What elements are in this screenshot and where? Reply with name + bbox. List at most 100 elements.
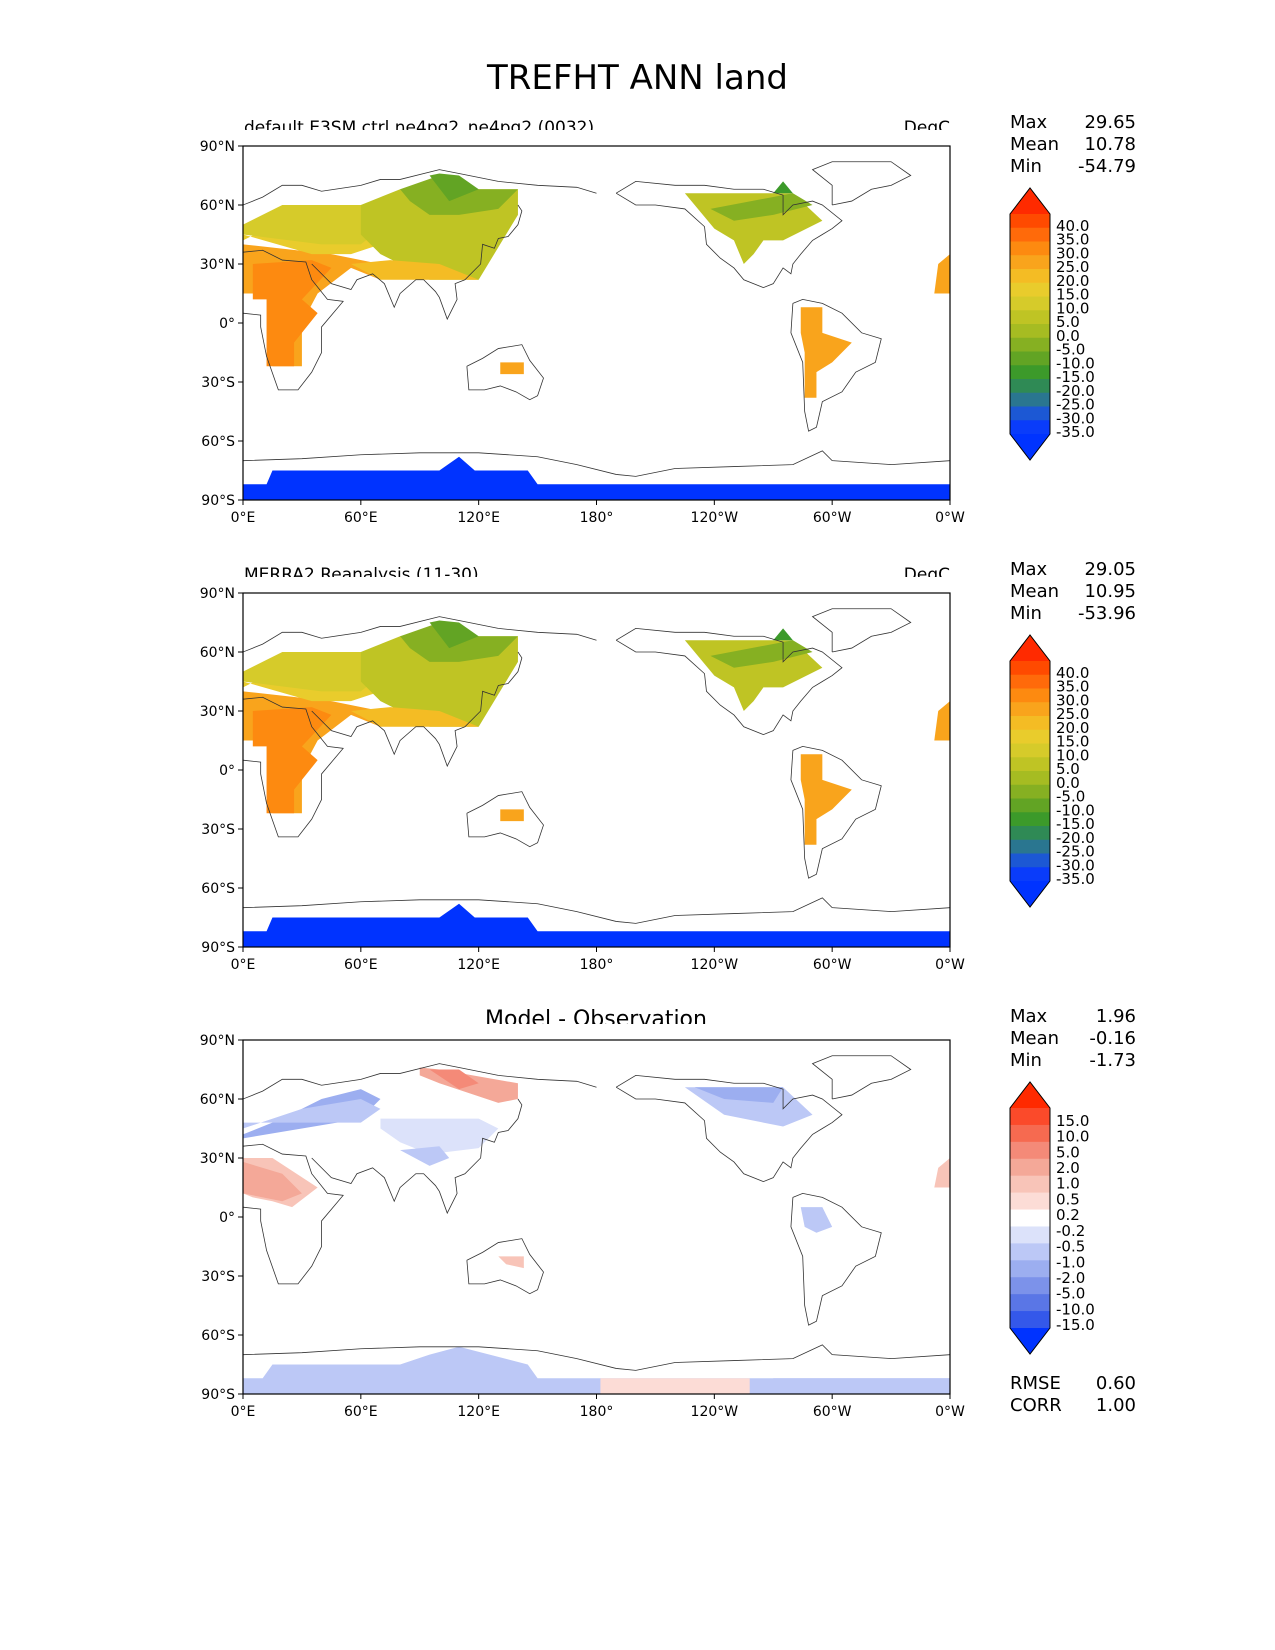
field-region xyxy=(429,173,479,202)
colorbar-tick-label: 35.0 xyxy=(1056,231,1089,249)
coastline xyxy=(243,450,950,477)
field-region xyxy=(694,1087,784,1103)
colorbar-tick-label: 0.0 xyxy=(1056,774,1080,792)
field-region xyxy=(498,1256,524,1269)
field-region xyxy=(500,809,524,822)
colorbar-extend-bottom xyxy=(1010,1328,1050,1354)
colorbar-swatch xyxy=(1010,1124,1050,1143)
y-tick-label: 60°N xyxy=(200,645,235,661)
colorbar-swatch xyxy=(1010,839,1050,854)
colorbar-swatch xyxy=(1010,365,1050,380)
stat-row: RMSE 0.60 xyxy=(1010,1373,1136,1395)
x-tick-label: 180° xyxy=(580,957,614,973)
colorbar-tick-label: 20.0 xyxy=(1056,272,1089,290)
map-field xyxy=(243,608,950,947)
colorbar-extend-top xyxy=(1010,1082,1050,1108)
y-tick-label: 0° xyxy=(219,316,235,332)
stat-value: 10.95 xyxy=(1084,581,1136,602)
stat-row: Max 29.05 xyxy=(1010,559,1136,581)
colorbar-swatch xyxy=(1010,255,1050,270)
stat-row: Min -1.73 xyxy=(1010,1050,1136,1072)
x-tick-label: 180° xyxy=(580,510,614,526)
x-tick-label: 0°W xyxy=(935,957,965,973)
coastline xyxy=(243,1063,597,1119)
x-tick-label: 0°W xyxy=(935,510,965,526)
colorbar-swatch xyxy=(1010,269,1050,284)
field-region xyxy=(360,636,518,727)
stat-row: Min -53.96 xyxy=(1010,603,1136,625)
field-region xyxy=(360,189,518,280)
y-tick-label: 90°S xyxy=(201,940,235,956)
field-region xyxy=(400,1146,450,1166)
coastline xyxy=(311,1098,523,1215)
colorbar-swatch xyxy=(1010,1226,1050,1244)
colorbar-swatch xyxy=(1010,1243,1050,1261)
coastline xyxy=(466,1238,544,1295)
field-region xyxy=(252,260,332,367)
colorbar-swatch xyxy=(1010,310,1050,325)
colorbar-swatch xyxy=(1010,1108,1050,1126)
model-colorbar: 40.035.030.025.020.015.010.05.00.0-5.0-1… xyxy=(1009,187,1095,461)
colorbar-tick-label: 15.0 xyxy=(1056,1112,1089,1130)
colorbar-swatch xyxy=(1010,812,1050,827)
field-region xyxy=(684,1087,813,1127)
colorbar-swatch xyxy=(1010,771,1050,786)
colorbar-tick-label: 25.0 xyxy=(1056,705,1089,723)
y-tick-label: 90°N xyxy=(200,139,235,155)
map-field xyxy=(243,161,950,500)
colorbar-tick-label: 15.0 xyxy=(1056,733,1089,751)
colorbar-extend-bottom xyxy=(1010,434,1050,460)
colorbar-swatch xyxy=(1010,743,1050,758)
coastline xyxy=(243,1344,950,1371)
colorbar-tick-label: -15.0 xyxy=(1056,815,1095,833)
coastline xyxy=(243,169,597,225)
colorbar-tick-label: 0.5 xyxy=(1056,1190,1080,1208)
colorbar-swatch xyxy=(1010,688,1050,703)
field-region xyxy=(243,456,950,500)
colorbar-swatch xyxy=(1010,757,1050,772)
field-region xyxy=(429,1069,479,1090)
colorbar-tick-label: 10.0 xyxy=(1056,1128,1089,1146)
stat-value: 29.65 xyxy=(1084,112,1136,133)
colorbar-outline xyxy=(1009,634,1051,908)
colorbar-tick-label: -15.0 xyxy=(1056,1316,1095,1334)
colorbar-tick-label: -25.0 xyxy=(1056,843,1095,861)
stat-value: 29.05 xyxy=(1084,559,1136,580)
stat-label: Max xyxy=(1010,1006,1048,1027)
field-region xyxy=(934,254,950,294)
stat-value: -54.79 xyxy=(1077,156,1136,177)
colorbar-tick-label: 25.0 xyxy=(1056,258,1089,276)
coastline xyxy=(243,1143,344,1285)
colorbar-tick-label: 10.0 xyxy=(1056,299,1089,317)
x-tick-label: 0°E xyxy=(231,510,256,526)
y-tick-label: 60°S xyxy=(201,434,235,450)
stat-value: 10.78 xyxy=(1084,134,1136,155)
stat-label: Max xyxy=(1010,112,1048,133)
x-tick-label: 0°W xyxy=(935,1404,965,1420)
stat-label: Mean xyxy=(1010,134,1060,155)
diff-extra-stats: RMSE 0.60 CORR 1.00 xyxy=(1010,1373,1136,1417)
map-frame xyxy=(242,145,951,501)
field-region xyxy=(600,1378,750,1394)
colorbar-swatch xyxy=(1010,351,1050,366)
colorbar-extend-top xyxy=(1010,188,1050,214)
stat-label: Min xyxy=(1010,603,1042,624)
colorbar-tick-label: 5.0 xyxy=(1056,313,1080,331)
colorbar-outline xyxy=(1009,187,1051,461)
colorbar-swatch xyxy=(1010,702,1050,717)
x-tick-label: 0°E xyxy=(231,1404,256,1420)
colorbar-tick-label: -10.0 xyxy=(1056,1300,1095,1318)
stat-label: Mean xyxy=(1010,581,1060,602)
x-tick-label: 120°W xyxy=(691,1404,739,1420)
field-region xyxy=(934,1158,950,1188)
colorbar-swatch xyxy=(1010,282,1050,297)
coastline xyxy=(466,344,544,401)
colorbar-tick-label: -20.0 xyxy=(1056,829,1095,847)
x-tick-label: 120°E xyxy=(457,957,500,973)
colorbar-swatch xyxy=(1010,661,1050,676)
colorbar-swatch xyxy=(1010,392,1050,407)
y-tick-label: 90°N xyxy=(200,1033,235,1049)
colorbar-swatch xyxy=(1010,406,1050,421)
stat-row: Max 1.96 xyxy=(1010,1006,1136,1028)
coastline xyxy=(790,298,882,432)
